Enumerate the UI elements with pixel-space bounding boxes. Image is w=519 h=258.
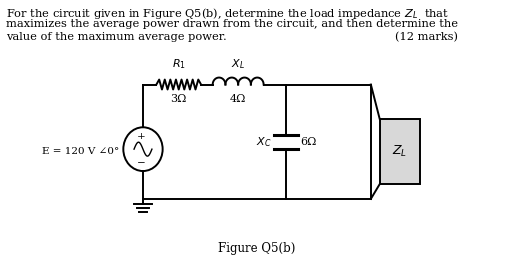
Text: 4Ω: 4Ω — [230, 94, 247, 104]
Bar — [380, 119, 420, 184]
Text: 3Ω: 3Ω — [171, 94, 187, 104]
Text: +: + — [137, 132, 145, 141]
Text: Figure Q5(b): Figure Q5(b) — [218, 242, 296, 255]
Text: value of the maximum average power.: value of the maximum average power. — [6, 32, 227, 42]
Text: $Z_L$: $Z_L$ — [392, 144, 407, 159]
Text: 6Ω: 6Ω — [301, 137, 317, 147]
Text: maximizes the average power drawn from the circuit, and then determine the: maximizes the average power drawn from t… — [6, 19, 458, 29]
Text: $R_1$: $R_1$ — [172, 57, 186, 71]
Text: For the circuit given in Figure Q5(b), determine the load impedance $Z_L$  that: For the circuit given in Figure Q5(b), d… — [6, 6, 449, 21]
Text: $X_L$: $X_L$ — [231, 57, 245, 71]
Text: (12 marks): (12 marks) — [394, 32, 458, 42]
Text: $X_C$: $X_C$ — [256, 135, 271, 149]
Text: E = 120 V ∠0°: E = 120 V ∠0° — [43, 147, 120, 156]
Text: −: − — [137, 159, 145, 168]
